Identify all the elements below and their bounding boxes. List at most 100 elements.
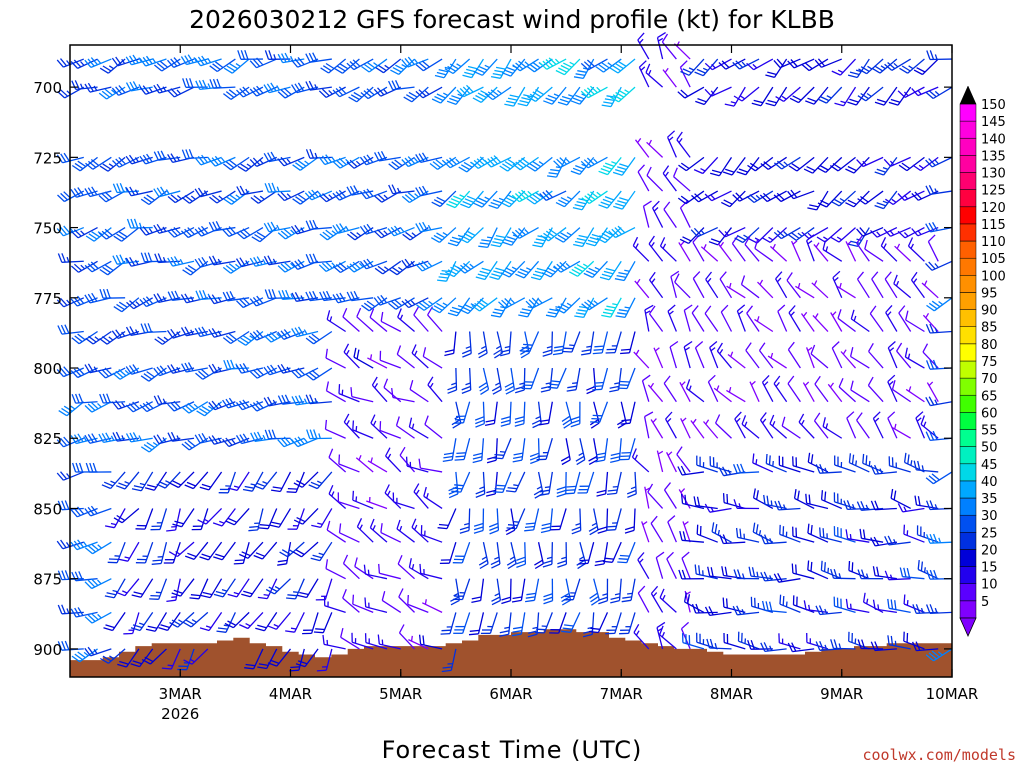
barb-flag: [374, 152, 380, 162]
wind-barb: [346, 58, 374, 71]
wind-barb: [388, 80, 415, 91]
barb-flag: [294, 369, 302, 377]
barb-flag: [478, 197, 488, 203]
barb-flag: [142, 56, 150, 66]
barb-flag: [244, 667, 254, 670]
barb-flag: [263, 152, 270, 162]
barb-half-flag: [427, 262, 433, 267]
barb-flag: [484, 422, 495, 427]
barb-half-flag: [205, 625, 212, 629]
barb-flag: [142, 154, 150, 164]
barb-flag: [236, 186, 242, 196]
barb-flag: [471, 596, 482, 600]
wind-barb: [305, 253, 332, 264]
barb-half-flag: [108, 65, 114, 70]
wind-barb: [452, 578, 471, 601]
barb-flag: [592, 352, 603, 355]
barb-staff: [449, 156, 470, 169]
barb-flag: [366, 300, 376, 308]
barb-flag: [298, 395, 304, 405]
wind-barb: [227, 471, 250, 492]
barb-flag: [398, 588, 404, 598]
wind-barb: [141, 648, 167, 665]
barb-flag: [620, 352, 630, 355]
barb-flag: [87, 263, 96, 271]
barb-flag: [473, 202, 483, 208]
barb-staff: [242, 542, 250, 564]
barb-staff: [316, 471, 333, 490]
barb-flag: [444, 349, 455, 353]
barb-flag: [848, 560, 851, 571]
barb-flag: [447, 385, 457, 391]
barb-half-flag: [849, 534, 852, 540]
barb-flag: [308, 80, 315, 90]
barb-flag: [61, 640, 66, 651]
barb-flag: [429, 162, 438, 170]
barb-staff: [409, 190, 429, 204]
barb-flag: [380, 523, 383, 533]
colorbar-swatch: [959, 309, 977, 327]
barb-flag: [222, 291, 228, 302]
barb-staff: [423, 58, 443, 72]
barb-flag: [473, 522, 484, 527]
x-tick-label: 9MAR: [820, 685, 863, 703]
barb-flag: [325, 348, 328, 359]
wind-barb: [431, 190, 457, 208]
barb-staff: [192, 471, 209, 490]
barb-flag: [504, 382, 514, 388]
barb-flag: [494, 487, 505, 490]
barb-flag: [187, 439, 196, 447]
barb-flag: [194, 434, 201, 444]
barb-flag: [126, 218, 132, 229]
barb-flag: [56, 59, 64, 68]
barb-staff: [269, 367, 291, 376]
terrain-area: [70, 629, 952, 677]
barb-staff: [467, 227, 484, 244]
barb-flag: [272, 486, 283, 490]
barb-staff: [201, 226, 222, 237]
barb-flag: [157, 150, 163, 161]
barb-flag: [445, 271, 455, 278]
wind-barb: [236, 185, 264, 196]
barb-flag: [89, 462, 94, 473]
wind-barb: [374, 260, 402, 275]
wind-barb: [153, 83, 181, 94]
barb-flag: [277, 232, 286, 240]
barb-staff: [200, 330, 222, 338]
barb-flag: [479, 270, 489, 275]
barb-flag: [403, 96, 413, 103]
barb-staff: [158, 437, 181, 445]
barb-staff: [324, 156, 346, 166]
wind-barb: [57, 640, 84, 651]
barb-flag: [112, 160, 120, 168]
wind-barb: [197, 508, 223, 525]
barb-flag: [239, 400, 247, 409]
barb-flag: [239, 88, 247, 96]
wind-barb: [167, 400, 195, 412]
barb-flag: [170, 364, 177, 373]
wind-barb: [167, 190, 195, 204]
barb-flag: [294, 83, 301, 93]
barb-flag: [505, 389, 515, 395]
wind-barb: [249, 295, 277, 307]
barb-flag: [485, 419, 496, 423]
barb-flag: [171, 291, 177, 301]
barb-flag: [223, 163, 232, 171]
colorbar-swatch: [959, 480, 977, 499]
barb-flag: [187, 264, 197, 272]
barb-staff: [448, 541, 457, 564]
barb-staff: [92, 330, 112, 345]
barb-flag: [308, 335, 317, 343]
barb-flag: [60, 539, 67, 549]
barb-staff: [158, 86, 181, 94]
barb-flag: [475, 489, 485, 495]
barb-half-flag: [207, 83, 211, 89]
barb-half-flag: [442, 302, 448, 307]
barb-staff: [294, 578, 305, 600]
wind-barb: [144, 471, 168, 491]
barb-flag: [451, 95, 461, 100]
barb-flag: [405, 94, 415, 100]
wind-barb: [264, 182, 291, 193]
barb-staff: [310, 58, 332, 63]
barb-flag: [487, 158, 495, 166]
